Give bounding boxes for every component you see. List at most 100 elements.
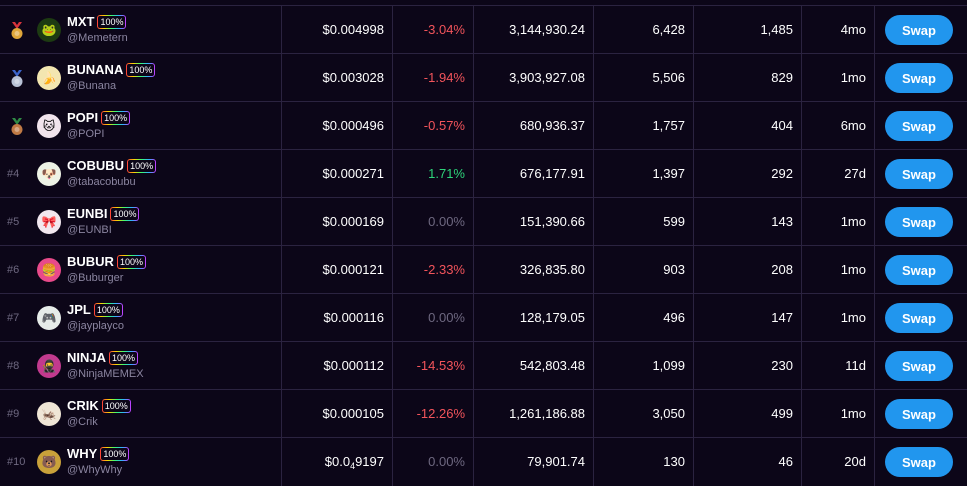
rank-label: #5 (7, 216, 20, 228)
rank-label: #7 (7, 312, 20, 324)
token-handle[interactable]: @Bunana (67, 80, 117, 92)
txns-cell: 3,050 (594, 390, 694, 438)
token-symbol[interactable]: NINJA 100% (67, 350, 138, 366)
swap-cell: Swap (875, 342, 967, 390)
volume-value: 79,901.74 (527, 454, 585, 469)
table-row[interactable]: 🐱 POPI 100% @POPI $0.000496 -0.57% 680,93… (0, 101, 967, 150)
txns-value: 130 (663, 454, 685, 469)
change-cell: 0.00% (393, 198, 474, 246)
volume-value: 542,803.48 (519, 358, 585, 373)
table-row[interactable]: #6 🍔 BUBUR 100% @Buburger $0.000121 -2.33… (0, 245, 967, 294)
token-symbol[interactable]: EUNBI 100% (67, 206, 139, 222)
price-cell: $0.000169 (282, 198, 393, 246)
holders-value: 1,485 (760, 22, 793, 37)
swap-button[interactable]: Swap (885, 63, 953, 93)
volume-value: 326,835.80 (519, 262, 585, 277)
volume-cell: 542,803.48 (474, 342, 594, 390)
token-price: $0.000116 (324, 310, 385, 326)
price-main: $0.0 (324, 454, 351, 469)
token-symbol[interactable]: MXT 100% (67, 14, 126, 30)
txns-value: 1,099 (652, 358, 685, 373)
age-cell: 1mo (802, 390, 875, 438)
holders-value: 292 (771, 166, 793, 181)
token-handle[interactable]: @WhyWhy (67, 464, 123, 476)
txns-cell: 5,506 (594, 54, 694, 102)
age-cell: 1mo (802, 54, 875, 102)
volume-value: 3,144,930.24 (509, 22, 585, 37)
banana-avatar-icon: 🍌 (37, 66, 61, 90)
token-handle[interactable]: @POPI (67, 128, 105, 140)
volume-cell: 1,261,186.88 (474, 390, 594, 438)
token-handle[interactable]: @tabacobubu (67, 176, 136, 188)
table-row[interactable]: 🍌 BUNANA 100% @Bunana $0.003028 -1.94% 3,… (0, 53, 967, 102)
token-handle[interactable]: @Crik (67, 416, 98, 428)
token-symbol[interactable]: WHY 100% (67, 446, 129, 462)
table-row[interactable]: #8 🥷 NINJA 100% @NinjaMEMEX $0.000112 -14… (0, 341, 967, 390)
token-cell: 🐸 MXT 100% @Memetern (0, 6, 282, 54)
price-change: -0.57% (423, 118, 465, 133)
change-cell: -3.04% (393, 6, 474, 54)
token-symbol-text: WHY (67, 446, 98, 461)
table-row[interactable]: 🐸 MXT 100% @Memetern $0.004998 -3.04% 3,1… (0, 5, 967, 54)
holders-value: 230 (771, 358, 793, 373)
age-value: 20d (844, 454, 866, 469)
table-row[interactable]: #7 🎮 JPL 100% @jayplayco $0.000116 0.00% … (0, 293, 967, 342)
token-symbol-text: JPL (67, 302, 91, 317)
age-cell: 1mo (802, 294, 875, 342)
price-digits: 9197 (355, 454, 384, 469)
age-cell: 27d (802, 150, 875, 198)
volume-value: 676,177.91 (519, 166, 585, 181)
age-cell: 1mo (802, 198, 875, 246)
token-symbol-text: EUNBI (67, 206, 108, 221)
token-handle[interactable]: @EUNBI (67, 224, 112, 236)
swap-button[interactable]: Swap (885, 447, 953, 477)
swap-button[interactable]: Swap (885, 351, 953, 381)
token-handle[interactable]: @jayplayco (67, 320, 125, 332)
frog-avatar-icon: 🐸 (37, 18, 61, 42)
token-symbol[interactable]: BUBUR 100% (67, 254, 146, 270)
swap-button[interactable]: Swap (885, 255, 953, 285)
price-main: $0.000169 (322, 214, 384, 229)
price-cell: $0.000112 (282, 342, 393, 390)
token-symbol[interactable]: JPL 100% (67, 302, 123, 318)
token-symbol[interactable]: COBUBU 100% (67, 158, 156, 174)
holders-value: 143 (771, 214, 793, 229)
price-main: $0.000121 (322, 262, 384, 277)
volume-cell: 151,390.66 (474, 198, 594, 246)
age-value: 1mo (840, 310, 866, 325)
price-main: $0.000105 (322, 406, 384, 421)
token-handle[interactable]: @Buburger (67, 272, 124, 284)
swap-button[interactable]: Swap (885, 111, 953, 141)
age-value: 27d (844, 166, 866, 181)
swap-button[interactable]: Swap (885, 159, 953, 189)
age-value: 11d (845, 358, 866, 373)
score-badge: 100% (97, 15, 126, 29)
swap-button[interactable]: Swap (885, 15, 953, 45)
token-price: $0.049197 (324, 454, 384, 471)
token-symbol[interactable]: POPI 100% (67, 110, 130, 126)
rank-label: #8 (7, 360, 20, 372)
table-row[interactable]: #9 🦗 CRIK 100% @Crik $0.000105 -12.26% 1,… (0, 389, 967, 438)
score-badge: 100% (100, 447, 129, 461)
token-handle[interactable]: @Memetern (67, 32, 128, 44)
score-badge: 100% (127, 159, 156, 173)
token-price: $0.000169 (323, 214, 384, 230)
token-symbol-text: NINJA (67, 350, 107, 365)
swap-cell: Swap (875, 6, 967, 54)
age-cell: 4mo (802, 6, 875, 54)
table-row[interactable]: #5 🎀 EUNBI 100% @EUNBI $0.000169 0.00% 15… (0, 197, 967, 246)
eunbi-avatar-icon: 🎀 (37, 210, 61, 234)
swap-button[interactable]: Swap (885, 207, 953, 237)
score-badge: 100% (126, 63, 155, 77)
change-cell: -12.26% (393, 390, 474, 438)
swap-button[interactable]: Swap (885, 399, 953, 429)
token-handle[interactable]: @NinjaMEMEX (67, 368, 144, 380)
rank-label: #9 (7, 408, 20, 420)
token-symbol[interactable]: BUNANA 100% (67, 62, 155, 78)
table-row[interactable]: #4 🐶 COBUBU 100% @tabacobubu $0.000271 1.… (0, 149, 967, 198)
swap-button[interactable]: Swap (885, 303, 953, 333)
txns-cell: 6,428 (594, 6, 694, 54)
price-main: $0.000496 (322, 118, 384, 133)
token-symbol[interactable]: CRIK 100% (67, 398, 131, 414)
table-row[interactable]: #10 🐻 WHY 100% @WhyWhy $0.049197 0.00% 79… (0, 437, 967, 486)
